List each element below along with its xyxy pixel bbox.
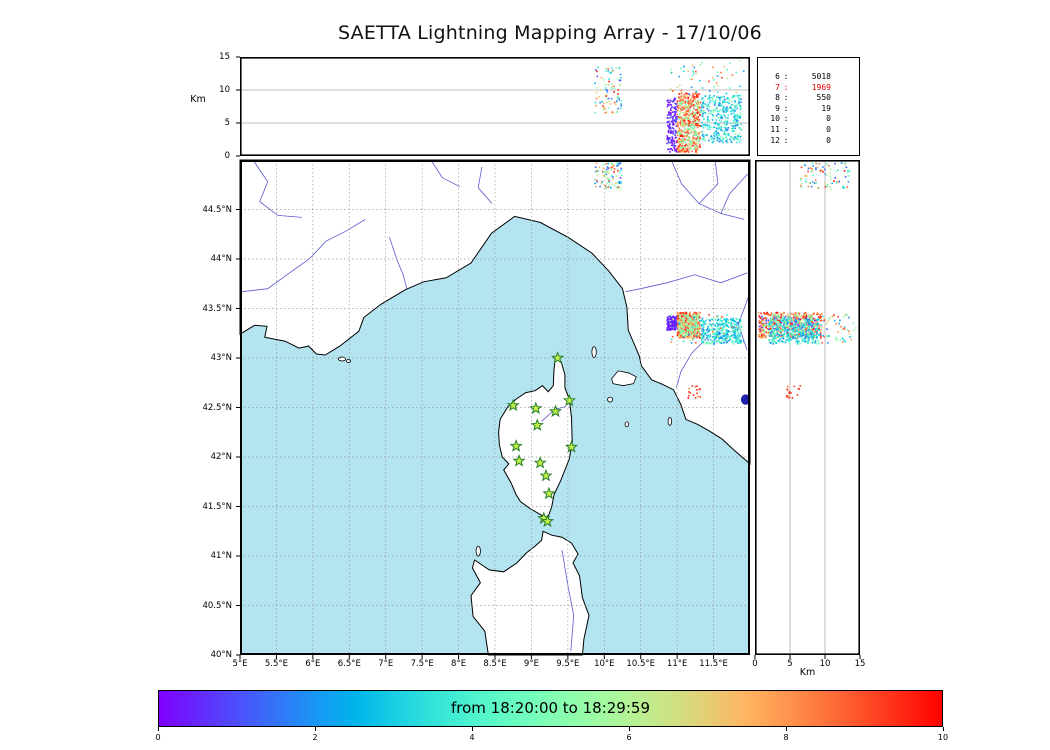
colorbar-tick-label: 0	[155, 733, 161, 742]
small-island	[607, 396, 614, 403]
rivers	[242, 159, 749, 652]
map-graticule	[240, 160, 750, 655]
elba-coastline	[611, 370, 637, 387]
alt-tick-label-right: 15	[854, 659, 866, 669]
station-star	[512, 454, 526, 467]
alt-tick-label-right: 0	[752, 659, 758, 669]
altitude-vs-latitude-panel	[754, 160, 861, 659]
small-island	[345, 359, 352, 363]
map-panel	[236, 159, 751, 659]
lat-tick-label: 40°N	[210, 650, 232, 660]
small-island	[667, 416, 673, 426]
lon-tick-label: 5.5°E	[264, 659, 288, 669]
colorbar-tick	[943, 727, 944, 731]
alt-tick-label-top: 15	[219, 52, 230, 62]
colorbar-tick	[629, 727, 630, 731]
colorbar-tick	[315, 727, 316, 731]
lon-tick-label: 8.5°E	[483, 659, 507, 669]
station-count-row: 11:0	[770, 124, 831, 134]
sardinia-coastline	[470, 530, 590, 656]
lat-tick-label: 43.5°N	[202, 303, 232, 314]
small-island	[475, 545, 481, 557]
station-markers	[506, 351, 579, 527]
colorbar-tick-label: 4	[469, 733, 475, 742]
station-count-row: 12:0	[770, 135, 831, 145]
panel-border	[240, 57, 750, 157]
lat-tick-label: 42.5°N	[202, 402, 232, 413]
lon-tick-label: 7°E	[378, 659, 394, 669]
station-star	[564, 440, 579, 453]
station-star	[540, 514, 555, 527]
station-counts-panel: 6:5018 7:1969 8:550 9:19 10:0 11:0 12:0	[757, 57, 860, 156]
lon-tick-label: 6.5°E	[337, 659, 361, 669]
colorbar-tick	[786, 727, 787, 731]
lon-tick-label: 5°E	[232, 659, 248, 669]
colorbar-time-label: from 18:20:00 to 18:29:59	[450, 699, 650, 717]
station-star	[551, 351, 565, 364]
lat-tick-label: 42°N	[210, 452, 232, 462]
station-count-row: 9:19	[775, 103, 831, 113]
colorbar-tick-label: 2	[312, 733, 318, 742]
alt-tick-label-top: 10	[219, 85, 230, 95]
colorbar-tick	[158, 727, 159, 731]
station-star	[548, 404, 563, 418]
altitude-vs-longitude-panel	[236, 56, 750, 157]
lat-tick-label: 43°N	[210, 353, 232, 363]
station-count-row: 6:5018	[775, 72, 831, 81]
lon-tick-label: 10°E	[594, 659, 615, 669]
station-star	[509, 439, 523, 452]
colorbar-tick-label: 10	[937, 733, 949, 742]
lon-tick-label: 8°E	[451, 659, 467, 669]
alt-tick-label-top: 0	[224, 151, 230, 161]
lat-tick-label: 44°N	[210, 254, 232, 264]
lightning-scatter-map	[594, 162, 745, 399]
colorbar-tick-label: 8	[783, 733, 789, 742]
station-count-row: 8:550	[775, 93, 831, 103]
station-star	[529, 401, 543, 415]
lat-tick-label: 41.5°N	[202, 501, 232, 512]
lake	[740, 394, 751, 405]
station-star	[542, 486, 556, 500]
lat-tick-label: 40.5°N	[202, 600, 232, 611]
lon-tick-label: 10.5°E	[626, 659, 655, 669]
colorbar-tick	[472, 727, 473, 731]
lon-tick-label: 9°E	[523, 659, 539, 669]
corsica-coastline	[498, 356, 573, 520]
station-star	[539, 468, 553, 482]
figure-title: SAETTA Lightning Mapping Array - 17/10/0…	[338, 22, 762, 44]
lon-tick-label: 11°E	[666, 659, 688, 669]
small-island	[591, 346, 597, 358]
lightning-scatter-altlon	[594, 59, 745, 154]
station-star	[530, 418, 544, 431]
lon-tick-label: 6°E	[305, 659, 321, 669]
lon-tick-label: 7.5°E	[410, 659, 434, 669]
station-count-row: 10:0	[770, 114, 831, 124]
station-star	[562, 393, 576, 407]
lightning-scatter-altlat	[757, 162, 857, 399]
panel-border	[240, 160, 750, 655]
small-island	[337, 356, 347, 362]
lon-tick-label: 11.5°E	[699, 659, 728, 669]
station-count-row: 7:1969	[775, 82, 831, 92]
colorbar-tick-label: 6	[626, 733, 632, 742]
alt-tick-label-right: 5	[787, 659, 793, 669]
station-star	[533, 456, 547, 469]
small-island	[624, 421, 630, 428]
lat-tick-label: 41°N	[210, 551, 232, 561]
station-star	[506, 398, 520, 412]
lat-tick-label: 44.5°N	[202, 204, 232, 215]
colorbar: from 18:20:00 to 18:29:59	[158, 690, 943, 727]
alt-axis-km-label-top: Km	[190, 94, 206, 105]
panel-border	[755, 160, 861, 655]
alt-tick-label-top: 5	[224, 118, 230, 128]
lon-tick-label: 9.5°E	[556, 659, 580, 669]
alt-axis-km-label-right: Km	[799, 667, 816, 678]
alt-tick-label-right: 10	[819, 659, 831, 669]
